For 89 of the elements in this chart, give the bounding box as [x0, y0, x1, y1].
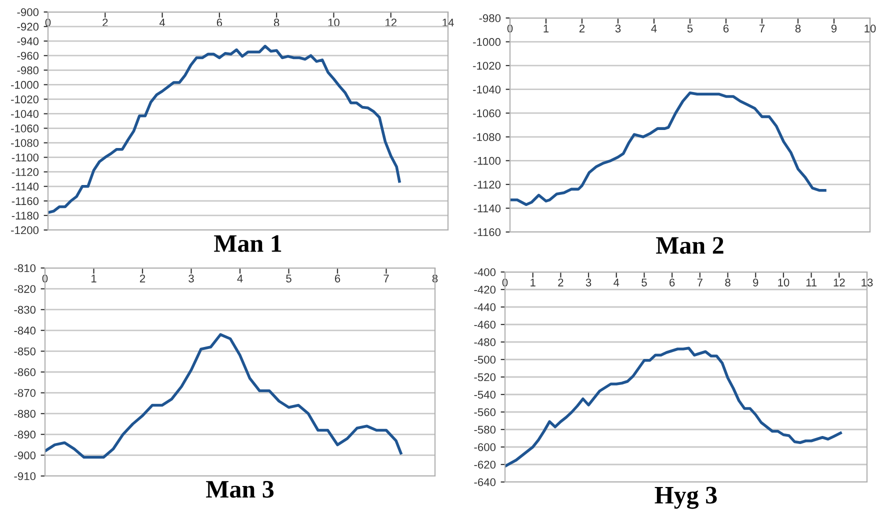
text: Man 2	[656, 237, 724, 254]
y-tick-label: -870	[14, 389, 36, 397]
y-tick-label: -1000	[11, 80, 39, 89]
y-tick-label: -830	[14, 306, 36, 314]
y-tick-label: -940	[17, 37, 39, 46]
y-tick-label: -580	[474, 426, 496, 434]
y-tick-label: -1140	[12, 182, 39, 191]
y-tick-label: -910	[14, 472, 36, 480]
y-tick-label: -880	[14, 410, 36, 418]
x-tick-label: 3	[615, 24, 621, 32]
y-tick-label: -640	[474, 478, 496, 486]
x-tick-label: 9	[831, 24, 837, 32]
y-tick-label: -540	[474, 390, 496, 399]
x-tick-label: 6	[670, 278, 675, 286]
x-tick-label: 13	[862, 278, 873, 286]
y-tick-label: -1200	[11, 226, 39, 234]
y-tick-label: -500	[474, 356, 496, 364]
y-tick-label: -980	[17, 66, 39, 74]
y-tick-label: -560	[474, 408, 496, 416]
line-series	[45, 333, 402, 459]
y-tick-label: -1080	[473, 133, 501, 142]
line-series	[48, 44, 401, 214]
x-tick-label: 5	[687, 24, 693, 32]
y-tick-label: -440	[474, 303, 496, 312]
y-tick-label: -980	[479, 14, 501, 22]
x-tick-label: 7	[384, 274, 389, 282]
y-tick-label: -620	[474, 460, 496, 469]
x-tick-label: 9	[753, 278, 758, 286]
y-tick-label: -840	[14, 326, 36, 335]
y-tick-label: -1140	[474, 204, 501, 212]
x-tick-label: 1	[530, 278, 536, 286]
y-tick-label: -1100	[12, 154, 39, 162]
y-tick-label: -420	[474, 286, 496, 294]
y-tick-label: -600	[474, 443, 496, 452]
y-tick-label: -860	[14, 368, 36, 376]
x-tick-label: 8	[795, 24, 801, 32]
x-tick-label: 1	[92, 274, 96, 282]
x-tick-label: 5	[286, 274, 292, 282]
x-tick-label: 4	[651, 24, 657, 32]
y-tick-label: -1040	[11, 110, 39, 118]
y-tick-label: -480	[474, 338, 496, 346]
y-tick-label: -1160	[474, 228, 501, 236]
x-tick-label: 1	[544, 24, 549, 32]
x-tick-label: 2	[558, 278, 564, 286]
y-tick-label: -890	[14, 430, 36, 439]
y-tick-label: -1160	[12, 197, 39, 206]
x-tick-label: 3	[586, 278, 592, 286]
y-tick-label: -1060	[473, 109, 501, 118]
x-tick-label: 3	[188, 274, 194, 282]
text: Hyg 3	[654, 486, 717, 509]
x-tick-label: 6	[334, 274, 340, 282]
x-tick-label: 11	[806, 278, 817, 286]
x-tick-label: 4	[159, 18, 166, 26]
y-tick-label: -1100	[474, 156, 501, 165]
x-tick-label: 7	[697, 278, 702, 286]
y-tick-label: -460	[474, 320, 496, 329]
y-tick-label: -1040	[473, 86, 501, 94]
y-tick-label: -900	[14, 451, 36, 460]
y-tick-label: -1120	[474, 180, 501, 189]
y-tick-label: -1020	[473, 62, 501, 70]
x-tick-label: 8	[725, 278, 730, 286]
x-tick-label: 6	[723, 24, 729, 32]
text: Man 3	[206, 480, 274, 498]
y-tick-label: -520	[474, 373, 496, 382]
y-tick-label: -400	[474, 268, 496, 276]
x-tick-label: 2	[579, 24, 585, 32]
x-tick-label: 4	[614, 278, 620, 286]
y-tick-label: -1060	[11, 124, 39, 132]
x-tick-label: 10	[778, 278, 790, 286]
y-tick-label: -900	[17, 8, 39, 16]
x-tick-label: 10	[864, 24, 876, 32]
y-tick-label: -920	[17, 22, 39, 31]
y-tick-label: -960	[17, 52, 39, 60]
y-tick-label: -820	[14, 285, 36, 293]
x-tick-label: 4	[237, 274, 243, 282]
y-tick-label: -1180	[12, 212, 39, 220]
y-tick-label: -850	[14, 347, 36, 356]
x-tick-label: 12	[834, 278, 845, 286]
text: Man 1	[214, 235, 282, 252]
y-tick-label: -810	[14, 264, 36, 272]
line-series	[510, 92, 826, 206]
x-tick-label: 7	[759, 24, 765, 32]
y-tick-label: -1020	[11, 95, 39, 104]
y-tick-label: -1000	[473, 38, 501, 46]
x-tick-label: 2	[140, 274, 146, 282]
line-series	[505, 346, 842, 468]
y-tick-label: -1120	[12, 168, 39, 176]
x-tick-label: 5	[642, 278, 647, 286]
y-tick-label: -1080	[11, 139, 39, 147]
